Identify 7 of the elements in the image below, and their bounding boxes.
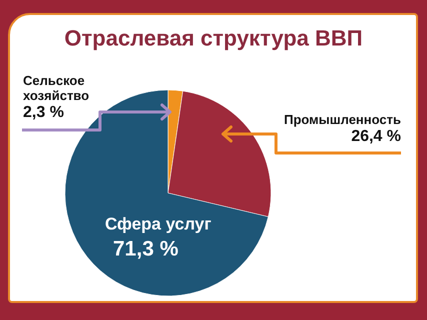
data-label: 71,3 %: [113, 238, 179, 260]
slice-label: Сельское хозяйство: [23, 73, 90, 103]
data-label: 26,4 %: [351, 128, 401, 145]
data-label: 2,3 %: [23, 104, 64, 121]
slice-label: Промышленность: [284, 112, 401, 127]
slice-label: Сфера услуг: [105, 214, 212, 234]
chart-title: Отраслевая структура ВВП: [64, 26, 363, 50]
